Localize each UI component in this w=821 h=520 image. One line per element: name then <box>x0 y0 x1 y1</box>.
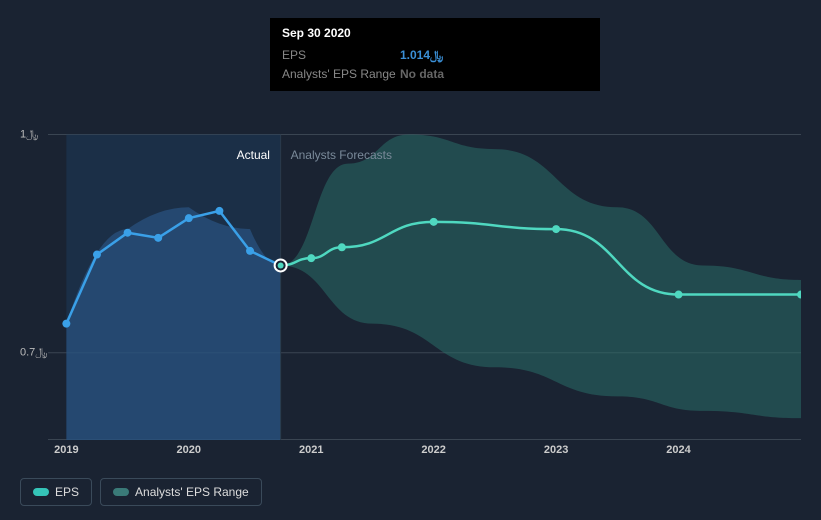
x-tick-label: 2024 <box>666 444 690 456</box>
legend-item-eps[interactable]: EPS <box>20 478 92 506</box>
legend-label: EPS <box>55 485 79 499</box>
legend-swatch-icon <box>113 488 127 496</box>
tooltip-row: EPS﷼1.014 <box>282 46 588 65</box>
tooltip-value: No data <box>400 67 444 81</box>
chart-legend: EPS Analysts' EPS Range <box>20 478 262 506</box>
x-tick-label: 2022 <box>421 444 445 456</box>
actual-label: Actual <box>237 148 270 162</box>
legend-item-range[interactable]: Analysts' EPS Range <box>100 478 262 506</box>
tooltip-label: Analysts' EPS Range <box>282 67 400 81</box>
x-tick-label: 2023 <box>544 444 568 456</box>
x-tick-label: 2021 <box>299 444 323 456</box>
chart-tooltip: Sep 30 2020EPS﷼1.014Analysts' EPS RangeN… <box>270 18 600 91</box>
x-tick-label: 2019 <box>54 444 78 456</box>
forecast-label: Analysts Forecasts <box>291 148 392 162</box>
y-tick-label: ﷼1 <box>20 128 38 141</box>
legend-swatch-icon <box>33 488 47 496</box>
x-tick-label: 2020 <box>177 444 201 456</box>
tooltip-label: EPS <box>282 48 400 63</box>
legend-label: Analysts' EPS Range <box>135 485 249 499</box>
tooltip-value: ﷼1.014 <box>400 48 443 63</box>
tooltip-date: Sep 30 2020 <box>282 26 588 46</box>
tooltip-row: Analysts' EPS RangeNo data <box>282 65 588 83</box>
x-axis: 2019 2020 2021 2022 2023 2024 <box>48 444 801 464</box>
chart-canvas <box>48 120 801 440</box>
y-tick-label: ﷼0.7 <box>20 346 47 359</box>
eps-chart: ﷼1 ﷼0.7 Actual Analysts Forecasts <box>20 120 801 440</box>
